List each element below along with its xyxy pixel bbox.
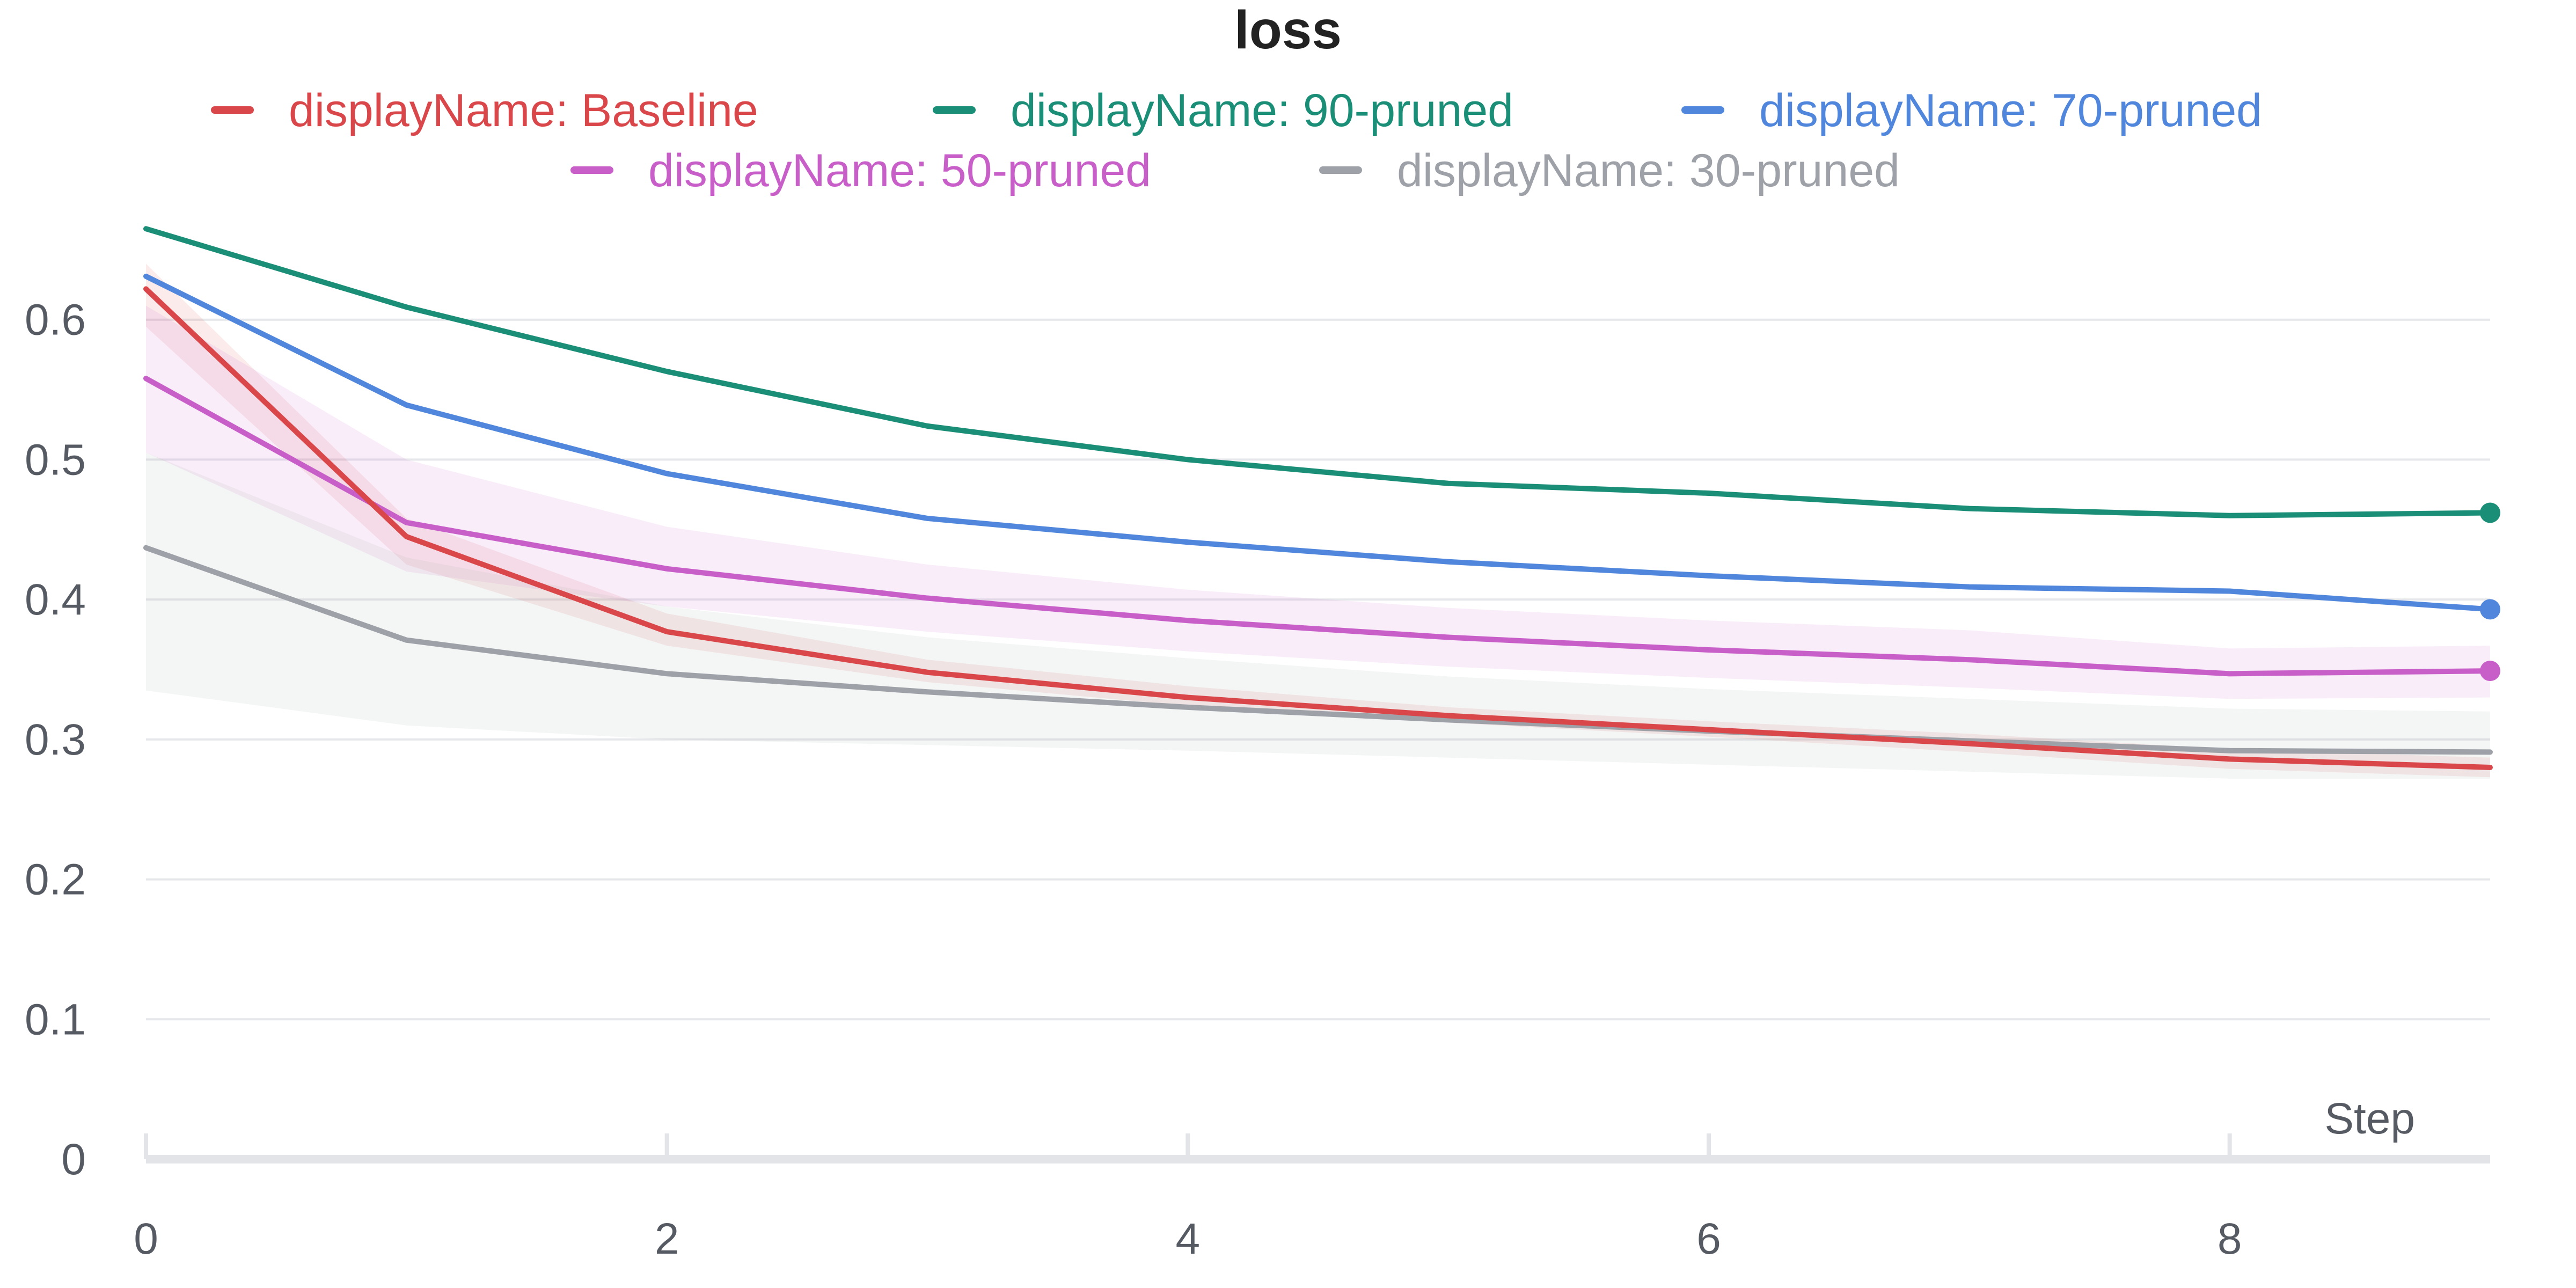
series-line-displayname-baseline[interactable] bbox=[143, 286, 2493, 770]
x-axis-label: Step bbox=[2324, 1094, 2415, 1143]
series-line-displayname-90-pruned[interactable] bbox=[143, 226, 2493, 518]
y-tick-label: 0.4 bbox=[25, 575, 86, 624]
x-tick-label: 0 bbox=[134, 1214, 158, 1263]
x-tick-label: 6 bbox=[1696, 1214, 1721, 1263]
legend-item-displayname-baseline[interactable]: displayName: Baseline bbox=[211, 85, 758, 136]
confidence-bands bbox=[146, 264, 2490, 779]
legend-label: displayName: 30-pruned bbox=[1397, 145, 1900, 196]
legend-item-displayname-50-pruned[interactable]: displayName: 50-pruned bbox=[570, 145, 1151, 196]
y-axis: 0 0.1 0.2 0.3 0.4 0.5 0.6 bbox=[25, 296, 86, 1184]
y-tick-label: 0.2 bbox=[25, 855, 86, 904]
y-tick-label: 0.6 bbox=[25, 296, 86, 345]
x-tick-label: 4 bbox=[1176, 1214, 1201, 1263]
y-tick-label: 0.3 bbox=[25, 715, 86, 764]
legend-label: displayName: 50-pruned bbox=[648, 145, 1151, 196]
band-displayname-30-pruned bbox=[146, 452, 2490, 779]
legend-label: displayName: 90-pruned bbox=[1011, 85, 1513, 136]
band-displayname-50-pruned bbox=[146, 305, 2490, 699]
series-line-displayname-50-pruned[interactable] bbox=[143, 376, 2493, 677]
end-marker-displayname-50-pruned[interactable] bbox=[2480, 661, 2500, 682]
x-tick-label: 8 bbox=[2218, 1214, 2242, 1263]
y-tick-label: 0.5 bbox=[25, 435, 86, 484]
legend-label: displayName: Baseline bbox=[289, 85, 758, 136]
grid-lines bbox=[146, 318, 2490, 1021]
legend-item-displayname-70-pruned[interactable]: displayName: 70-pruned bbox=[1681, 85, 2262, 136]
x-tick-label: 2 bbox=[655, 1214, 679, 1263]
y-tick-label: 0.1 bbox=[25, 995, 86, 1044]
series-line-displayname-30-pruned[interactable] bbox=[143, 545, 2493, 755]
series-lines bbox=[143, 226, 2493, 770]
band-displayname-baseline bbox=[146, 264, 2490, 778]
legend-item-displayname-30-pruned[interactable]: displayName: 30-pruned bbox=[1319, 145, 1900, 196]
end-markers bbox=[2480, 502, 2500, 682]
legend-label: displayName: 70-pruned bbox=[1759, 85, 2262, 136]
chart-title: loss bbox=[1234, 0, 1342, 60]
legend[interactable]: displayName: Baseline displayName: 90-pru… bbox=[211, 85, 2262, 196]
legend-item-displayname-90-pruned[interactable]: displayName: 90-pruned bbox=[933, 85, 1513, 136]
y-tick-label: 0 bbox=[61, 1135, 86, 1184]
x-axis: 0 2 4 6 8 bbox=[134, 1133, 2490, 1263]
end-marker-displayname-90-pruned[interactable] bbox=[2480, 502, 2500, 523]
series-line-displayname-70-pruned[interactable] bbox=[143, 273, 2493, 612]
end-marker-displayname-70-pruned[interactable] bbox=[2480, 599, 2500, 620]
